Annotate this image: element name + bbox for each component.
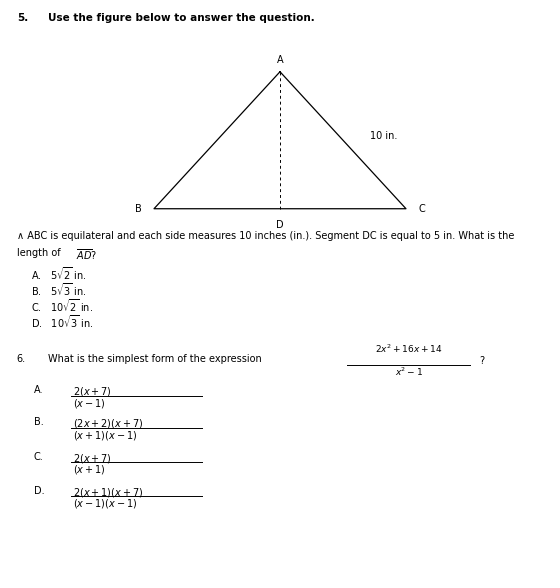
Text: ∧ ABC is equilateral and each side measures 10 inches (in.). Segment DC is equal: ∧ ABC is equilateral and each side measu… <box>17 231 514 241</box>
Text: B: B <box>135 203 142 214</box>
Text: $x^2-1$: $x^2-1$ <box>395 366 423 378</box>
Text: C.: C. <box>34 452 43 462</box>
Text: $2x^2+ 16x+ 14$: $2x^2+ 16x+ 14$ <box>375 343 442 355</box>
Text: C.   10$\sqrt{2}$ in.: C. 10$\sqrt{2}$ in. <box>31 298 93 314</box>
Text: $(2x+2)(x+7)$: $(2x+2)(x+7)$ <box>73 417 143 430</box>
Text: A: A <box>277 55 283 65</box>
Text: A.   5$\sqrt{2}$ in.: A. 5$\sqrt{2}$ in. <box>31 266 87 282</box>
Text: B.: B. <box>34 417 43 427</box>
Text: Use the figure below to answer the question.: Use the figure below to answer the quest… <box>48 13 314 23</box>
Text: What is the simplest form of the expression: What is the simplest form of the express… <box>48 354 262 364</box>
Text: A.: A. <box>34 385 43 395</box>
Text: $2(x+1)(x+7)$: $2(x+1)(x+7)$ <box>73 486 143 499</box>
Text: D: D <box>276 220 284 230</box>
Text: D.: D. <box>34 486 44 496</box>
Text: $(x+1)(x-1)$: $(x+1)(x-1)$ <box>73 429 137 442</box>
Text: B.   5$\sqrt{3}$ in.: B. 5$\sqrt{3}$ in. <box>31 282 87 298</box>
Text: 10 in.: 10 in. <box>370 131 397 142</box>
Text: $(x+1)$: $(x+1)$ <box>73 463 105 476</box>
Text: 6.: 6. <box>17 354 26 364</box>
Text: length of: length of <box>17 248 63 258</box>
Text: $\overline{AD}$?: $\overline{AD}$? <box>76 248 97 262</box>
Text: D.   10$\sqrt{3}$ in.: D. 10$\sqrt{3}$ in. <box>31 313 94 330</box>
Text: $(x-1)$: $(x-1)$ <box>73 397 105 410</box>
Text: ?: ? <box>479 356 484 366</box>
Text: $2(x+7)$: $2(x+7)$ <box>73 385 111 398</box>
Text: $2(x+7)$: $2(x+7)$ <box>73 452 111 465</box>
Text: 5.: 5. <box>17 13 28 23</box>
Text: $(x-1)(x-1)$: $(x-1)(x-1)$ <box>73 497 137 510</box>
Text: C: C <box>418 203 425 214</box>
